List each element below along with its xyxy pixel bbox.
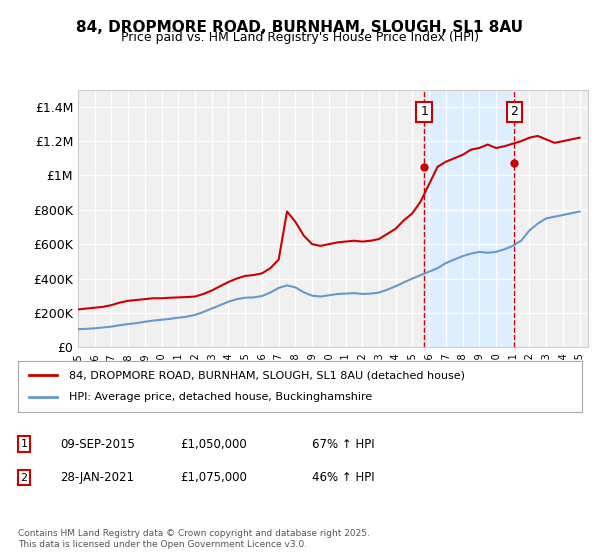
Text: 2: 2 (511, 105, 518, 118)
Text: Contains HM Land Registry data © Crown copyright and database right 2025.
This d: Contains HM Land Registry data © Crown c… (18, 529, 370, 549)
Text: 67% ↑ HPI: 67% ↑ HPI (312, 437, 374, 451)
Text: 46% ↑ HPI: 46% ↑ HPI (312, 471, 374, 484)
Text: 84, DROPMORE ROAD, BURNHAM, SLOUGH, SL1 8AU (detached house): 84, DROPMORE ROAD, BURNHAM, SLOUGH, SL1 … (69, 370, 465, 380)
Text: 09-SEP-2015: 09-SEP-2015 (60, 437, 135, 451)
Text: 84, DROPMORE ROAD, BURNHAM, SLOUGH, SL1 8AU: 84, DROPMORE ROAD, BURNHAM, SLOUGH, SL1 … (77, 20, 523, 35)
Text: 2: 2 (20, 473, 28, 483)
Text: 28-JAN-2021: 28-JAN-2021 (60, 471, 134, 484)
Text: Price paid vs. HM Land Registry's House Price Index (HPI): Price paid vs. HM Land Registry's House … (121, 31, 479, 44)
Bar (424, 90, 514, 347)
Text: HPI: Average price, detached house, Buckinghamshire: HPI: Average price, detached house, Buck… (69, 393, 372, 403)
Text: 1: 1 (20, 439, 28, 449)
Text: £1,075,000: £1,075,000 (180, 471, 247, 484)
Text: £1,050,000: £1,050,000 (180, 437, 247, 451)
Text: 1: 1 (420, 105, 428, 118)
